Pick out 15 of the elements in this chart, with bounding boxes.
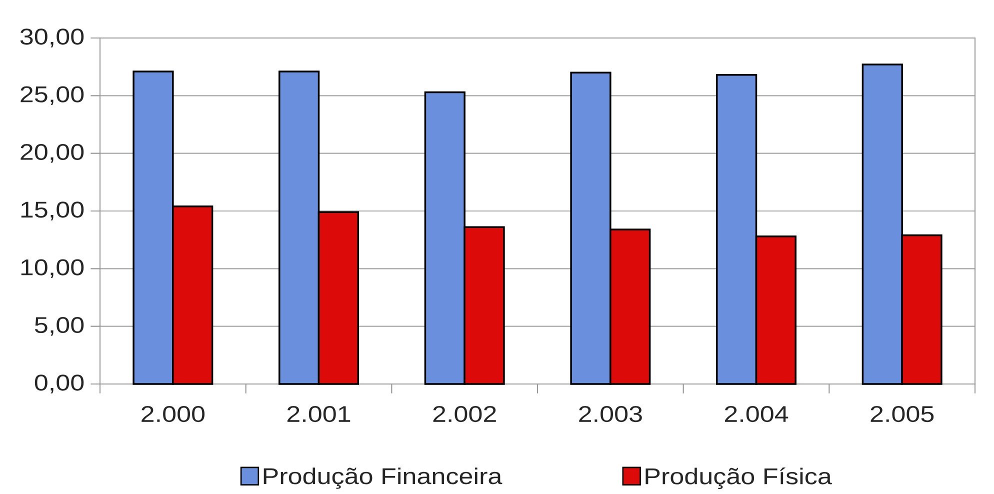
- x-tick-label: 2.001: [287, 406, 350, 422]
- y-tick-label: 25,00: [20, 86, 84, 106]
- x-tick-label: 2.004: [724, 406, 788, 422]
- y-tick-label: 15,00: [21, 202, 84, 220]
- y-tick-label: 30,00: [20, 28, 84, 48]
- y-tick-label: 10,00: [21, 259, 84, 278]
- legend-label: Produção Física: [646, 467, 832, 489]
- legend-label: Produção Financeira: [264, 468, 502, 489]
- x-tick-label: 2.003: [579, 406, 642, 422]
- x-tick-label: 2.005: [870, 406, 934, 422]
- y-tick-label: 5,00: [34, 316, 84, 336]
- x-tick-label: 2.000: [142, 406, 205, 422]
- x-tick-label: 2.002: [433, 406, 496, 422]
- y-tick-label: 0,00: [34, 374, 84, 394]
- y-tick-label: 20,00: [20, 144, 84, 163]
